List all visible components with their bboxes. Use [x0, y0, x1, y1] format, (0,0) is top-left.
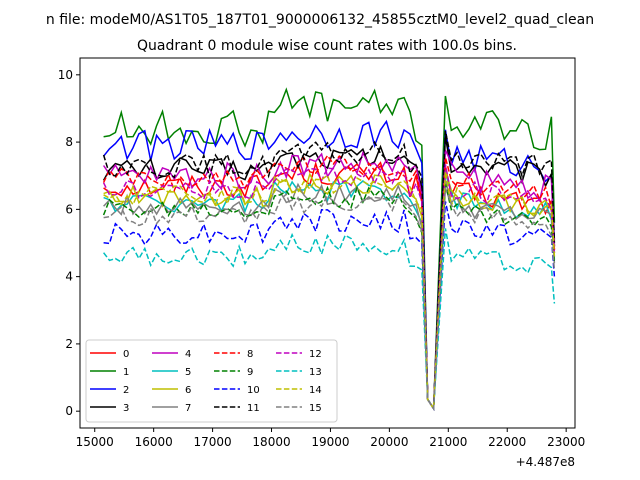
legend-label: 9: [247, 367, 253, 378]
legend-label: 7: [185, 403, 191, 414]
x-tick-label: 20000: [370, 435, 408, 449]
legend-label: 11: [247, 403, 260, 414]
x-offset-label: +4.487e8: [516, 455, 575, 469]
x-tick-label: 21000: [429, 435, 467, 449]
x-tick-label: 23000: [547, 435, 585, 449]
legend-label: 6: [185, 385, 191, 396]
series-line-2: [103, 119, 556, 411]
y-tick-label: 6: [65, 202, 73, 216]
x-tick-label: 16000: [135, 435, 173, 449]
y-tick-label: 2: [65, 337, 73, 351]
series-line-15: [103, 188, 556, 411]
legend-label: 0: [123, 349, 129, 360]
x-axis: 15000 16000 17000 18000 19000 20000 21000 22000…: [76, 428, 585, 449]
legend-label: 8: [247, 349, 253, 360]
legend-label: 15: [309, 403, 322, 414]
y-axis: 0 2 4 6 8 10: [58, 68, 80, 418]
series-line-13: [103, 228, 556, 411]
legend-label: 3: [123, 403, 129, 414]
figure-suptitle: n file: modeM0/AS1T05_187T01_9000006132_…: [46, 12, 594, 28]
x-tick-label: 19000: [311, 435, 349, 449]
x-tick-label: 17000: [193, 435, 231, 449]
legend-label: 2: [123, 385, 129, 396]
legend-label: 5: [185, 367, 191, 378]
legend-label: 10: [247, 385, 260, 396]
y-tick-label: 4: [65, 270, 73, 284]
y-tick-label: 8: [65, 135, 73, 149]
x-tick-label: 22000: [488, 435, 526, 449]
series-line-9: [102, 183, 556, 411]
series-line-1: [103, 87, 556, 411]
series-line-11: [102, 130, 556, 411]
legend-label: 4: [185, 349, 191, 360]
axes-frame: [79, 57, 576, 429]
legend-label: 14: [309, 385, 322, 396]
series-line-7: [103, 180, 556, 411]
series-line-3: [102, 136, 556, 411]
series-line-12: [102, 164, 556, 411]
legend-label: 13: [309, 367, 322, 378]
y-tick-label: 10: [58, 68, 73, 82]
y-tick-label: 0: [65, 404, 73, 418]
series-line-8: [102, 154, 556, 411]
legend-box: [85, 339, 338, 423]
x-tick-label: 15000: [76, 435, 114, 449]
legend-label: 12: [309, 349, 322, 360]
legend-label: 1: [123, 367, 129, 378]
series-line-10: [103, 201, 556, 411]
series-line-14: [103, 171, 556, 411]
chart-title: Quadrant 0 module wise count rates with …: [137, 38, 517, 54]
x-tick-label: 18000: [252, 435, 290, 449]
plot-area: [102, 87, 556, 411]
